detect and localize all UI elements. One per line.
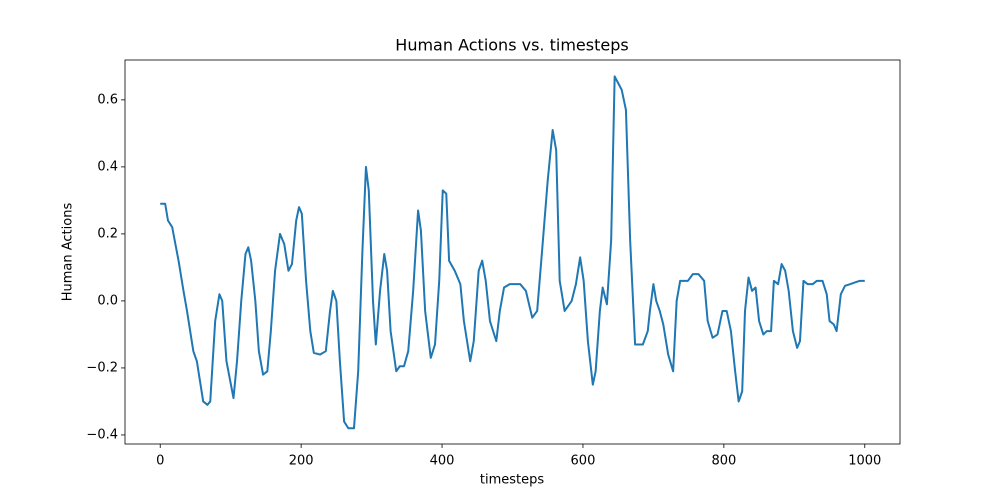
x-tick-label: 600 [571, 454, 596, 469]
x-tick-label: 400 [430, 454, 455, 469]
y-tick-label: 0.6 [97, 92, 118, 107]
chart-title: Human Actions vs. timesteps [395, 36, 628, 55]
x-axis-label: timesteps [480, 473, 544, 488]
y-axis-label: Human Actions [61, 203, 76, 302]
x-tick-label: 800 [711, 454, 736, 469]
y-tick-label: 0.4 [97, 159, 118, 174]
x-tick-label: 0 [156, 454, 164, 469]
plot-frame [124, 59, 901, 445]
y-tick-label: 0.2 [97, 226, 118, 241]
data-line [160, 75, 865, 430]
y-tick-label: −0.2 [86, 360, 118, 375]
x-tick-label: 200 [289, 454, 314, 469]
y-tick-label: −0.4 [86, 427, 118, 442]
y-tick-label: 0.0 [97, 293, 118, 308]
x-tick-label: 1000 [848, 454, 881, 469]
